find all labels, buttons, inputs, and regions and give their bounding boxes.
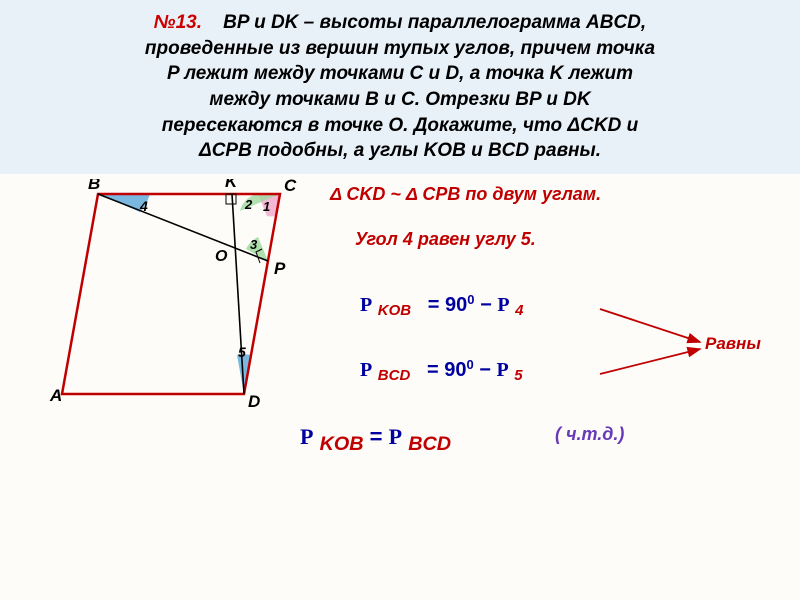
arrow-2 <box>600 349 700 374</box>
label-a: A <box>49 386 62 405</box>
qed-label: ( ч.т.д.) <box>555 424 624 445</box>
angle-label-3: 3 <box>250 237 258 252</box>
label-p: P <box>274 259 286 278</box>
formula-kob: Р KOB = 900 − Р 4 <box>360 294 523 317</box>
label-d: D <box>248 392 260 411</box>
similarity-statement: Δ CKD ~ Δ CPB по двум углам. <box>330 184 601 205</box>
label-c: C <box>284 179 297 195</box>
angle-label-1: 1 <box>263 199 270 214</box>
label-o: O <box>215 248 228 265</box>
angle-label-5: 5 <box>238 344 246 360</box>
problem-number: №13. <box>154 12 202 33</box>
right-angle-k <box>226 194 236 204</box>
label-k: K <box>225 179 239 191</box>
altitude-dk <box>232 194 244 394</box>
problem-statement: №13. BP и DK – высоты параллелограмма AB… <box>0 0 800 174</box>
arrow-1 <box>600 309 700 342</box>
formula-conclusion: Р KOB = Р BCD <box>300 424 451 450</box>
angle-label-4: 4 <box>139 198 148 214</box>
diagram-svg: A B C D K P O 1 2 3 4 5 <box>40 179 320 419</box>
content-area: A B C D K P O 1 2 3 4 5 Δ CKD ~ Δ CPB по… <box>0 174 800 194</box>
label-b: B <box>88 179 100 193</box>
formula-bcd: Р BCD = 900 − Р 5 <box>360 359 523 382</box>
geometry-diagram: A B C D K P O 1 2 3 4 5 <box>40 179 320 424</box>
angle-equality-statement: Угол 4 равен углу 5. <box>355 229 536 250</box>
altitude-bp <box>98 194 268 261</box>
problem-text: №13. BP и DK – высоты параллелограмма AB… <box>20 10 780 164</box>
angle-label-2: 2 <box>244 197 253 212</box>
equal-label: Равны <box>705 334 761 354</box>
